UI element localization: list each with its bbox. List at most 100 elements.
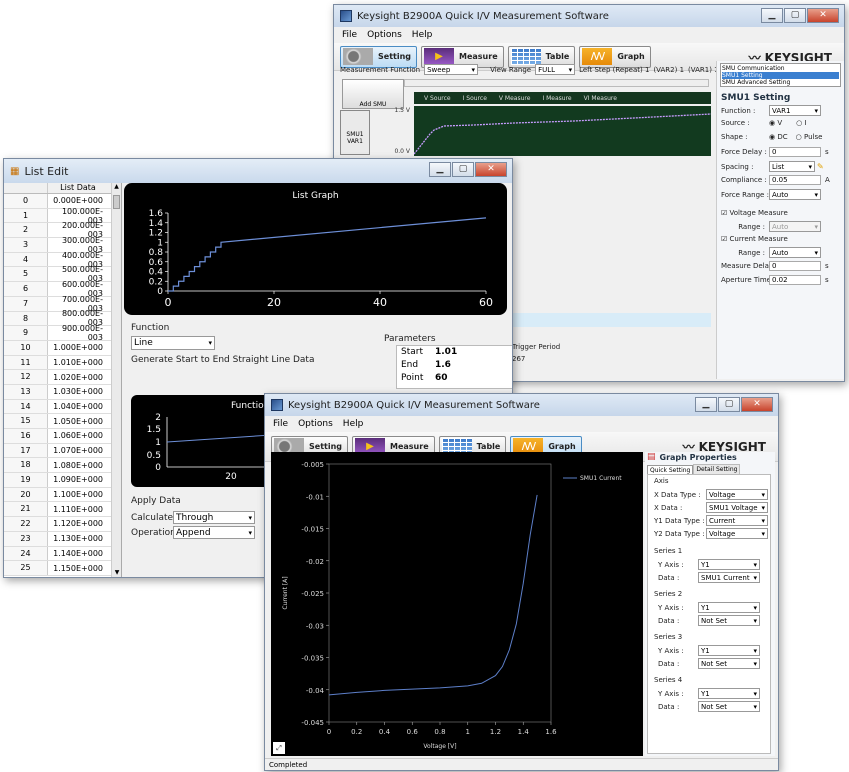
minimize-icon[interactable]: ▁ <box>761 8 783 23</box>
graph-menu-options[interactable]: Options <box>298 419 333 429</box>
table-row[interactable]: 24 1.140E+000 <box>4 546 121 562</box>
source-i-radio[interactable]: ○ I <box>796 119 807 127</box>
list-maximize-icon[interactable]: ▢ <box>452 162 474 177</box>
series-data-select[interactable]: Not Set <box>698 701 760 712</box>
table-row[interactable]: 1 100.000E-003 <box>4 206 121 225</box>
voltage-measure-checkbox[interactable]: ☑ Voltage Measure <box>721 209 788 217</box>
table-row[interactable]: 7 700.000E-003 <box>4 294 121 313</box>
row-value[interactable]: 400.000E-003 <box>61 250 103 269</box>
operation-select[interactable]: Append <box>173 526 255 539</box>
close-icon[interactable]: ✕ <box>807 8 839 23</box>
list-close-icon[interactable]: ✕ <box>475 162 507 177</box>
row-value[interactable]: 1.140E+000 <box>53 548 103 558</box>
graph-close-icon[interactable]: ✕ <box>741 397 773 412</box>
edit-list-icon[interactable]: ✎ <box>817 162 824 171</box>
row-value[interactable]: 1.000E+000 <box>53 343 103 353</box>
table-scrollbar[interactable]: ▲ ▼ <box>111 183 121 577</box>
param-start-value[interactable]: 1.01 <box>435 347 458 357</box>
row-value[interactable]: 1.070E+000 <box>53 446 103 456</box>
source-v-radio[interactable]: ◉ V <box>769 119 783 127</box>
aperture-time-input[interactable]: 0.02 <box>769 275 821 285</box>
menu-file[interactable]: File <box>342 30 358 40</box>
row-value[interactable]: 1.060E+000 <box>53 431 103 441</box>
table-row[interactable]: 22 1.120E+000 <box>4 517 121 532</box>
row-value[interactable]: 100.000E-003 <box>61 206 103 225</box>
scroll-down-icon[interactable]: ▼ <box>114 569 120 576</box>
table-row[interactable]: 4 400.000E-003 <box>4 250 121 269</box>
list-minimize-icon[interactable]: ▁ <box>429 162 451 177</box>
table-row[interactable]: 14 1.040E+000 <box>4 399 121 415</box>
voltage-range-select[interactable]: Auto <box>769 221 821 232</box>
row-value[interactable]: 1.090E+000 <box>53 475 103 485</box>
table-row[interactable]: 17 1.070E+000 <box>4 443 121 459</box>
tree-smu-communication[interactable]: SMU Communication <box>722 65 785 72</box>
table-row[interactable]: 23 1.130E+000 <box>4 531 121 547</box>
row-value[interactable]: 1.030E+000 <box>53 387 103 397</box>
force-range-select[interactable]: Auto <box>769 189 821 200</box>
table-row[interactable]: 21 1.110E+000 <box>4 502 121 518</box>
tab-quick-setting[interactable]: Quick Setting <box>647 464 694 475</box>
current-measure-checkbox[interactable]: ☑ Current Measure <box>721 235 788 243</box>
axis-setting-select[interactable]: Voltage <box>706 489 768 500</box>
graph-menu-file[interactable]: File <box>273 419 289 429</box>
table-row[interactable]: 6 600.000E-003 <box>4 279 121 298</box>
current-range-select[interactable]: Auto <box>769 247 821 258</box>
param-point-value[interactable]: 60 <box>435 373 448 383</box>
graph-maximize-icon[interactable]: ▢ <box>718 397 740 412</box>
setting-button[interactable]: Setting <box>340 45 417 68</box>
row-value[interactable]: 1.100E+000 <box>53 490 103 500</box>
table-row[interactable]: 18 1.080E+000 <box>4 458 121 474</box>
function-type-select[interactable]: Line <box>131 336 215 350</box>
row-value[interactable]: 1.010E+000 <box>53 357 103 367</box>
row-value[interactable]: 600.000E-003 <box>61 279 103 298</box>
measurement-function-select[interactable]: Sweep <box>424 64 479 75</box>
graph-menu-help[interactable]: Help <box>342 419 364 429</box>
row-value[interactable]: 1.050E+000 <box>53 416 103 426</box>
function-select[interactable]: VAR1 <box>769 105 821 116</box>
row-value[interactable]: 500.000E-003 <box>61 265 103 284</box>
force-delay-input[interactable]: 0 <box>769 147 821 157</box>
row-value[interactable]: 1.120E+000 <box>53 519 103 529</box>
tree-smu1-setting[interactable]: SMU1 Setting <box>722 72 839 79</box>
scroll-thumb[interactable] <box>113 195 120 209</box>
table-row[interactable]: 0 0.000E+000 <box>4 194 121 209</box>
compliance-input[interactable]: 0.05 <box>769 175 821 185</box>
table-row[interactable]: 19 1.090E+000 <box>4 473 121 488</box>
series-yaxis-select[interactable]: Y1 <box>698 688 760 699</box>
table-row[interactable]: 13 1.030E+000 <box>4 384 121 400</box>
graph-button[interactable]: /\/\/Graph <box>579 45 651 68</box>
calculate-select[interactable]: Through <box>173 511 255 524</box>
series-data-select[interactable]: SMU1 Current <box>698 572 760 583</box>
graph-export-icon[interactable]: ⤢ <box>273 742 285 754</box>
row-value[interactable]: 900.000E-003 <box>61 324 103 343</box>
series-yaxis-select[interactable]: Y1 <box>698 645 760 656</box>
view-range-select[interactable]: FULL <box>535 64 576 75</box>
smu1-card[interactable]: SMU1 VAR1 <box>340 110 370 155</box>
table-row[interactable]: 15 1.050E+000 <box>4 414 121 429</box>
measure-delay-input[interactable]: 0 <box>769 261 821 271</box>
graph-minimize-icon[interactable]: ▁ <box>695 397 717 412</box>
spacing-select[interactable]: List <box>769 161 815 172</box>
menu-options[interactable]: Options <box>367 30 402 40</box>
axis-setting-select[interactable]: Current <box>706 515 768 526</box>
table-row[interactable]: 8 800.000E-003 <box>4 309 121 327</box>
row-value[interactable]: 700.000E-003 <box>61 294 103 313</box>
table-button[interactable]: Table <box>507 45 576 68</box>
table-row[interactable]: 9 900.000E-003 <box>4 324 121 343</box>
row-value[interactable]: 1.020E+000 <box>53 372 103 382</box>
horizontal-scrollbar[interactable] <box>404 79 709 87</box>
table-row[interactable]: 3 300.000E-003 <box>4 236 121 254</box>
row-value[interactable]: 1.130E+000 <box>53 534 103 544</box>
row-value[interactable]: 1.040E+000 <box>53 401 103 411</box>
shape-dc-radio[interactable]: ◉ DC <box>769 133 788 141</box>
add-smu-button[interactable]: Add SMU <box>342 79 404 109</box>
table-row[interactable]: 12 1.020E+000 <box>4 370 121 385</box>
series-yaxis-select[interactable]: Y1 <box>698 559 760 570</box>
table-row[interactable]: 5 500.000E-003 <box>4 265 121 284</box>
series-yaxis-select[interactable]: Y1 <box>698 602 760 613</box>
series-data-select[interactable]: Not Set <box>698 615 760 626</box>
row-value[interactable]: 0.000E+000 <box>53 196 103 206</box>
row-value[interactable]: 200.000E-003 <box>61 221 103 240</box>
table-row[interactable]: 20 1.100E+000 <box>4 487 121 503</box>
table-row[interactable]: 10 1.000E+000 <box>4 340 121 356</box>
